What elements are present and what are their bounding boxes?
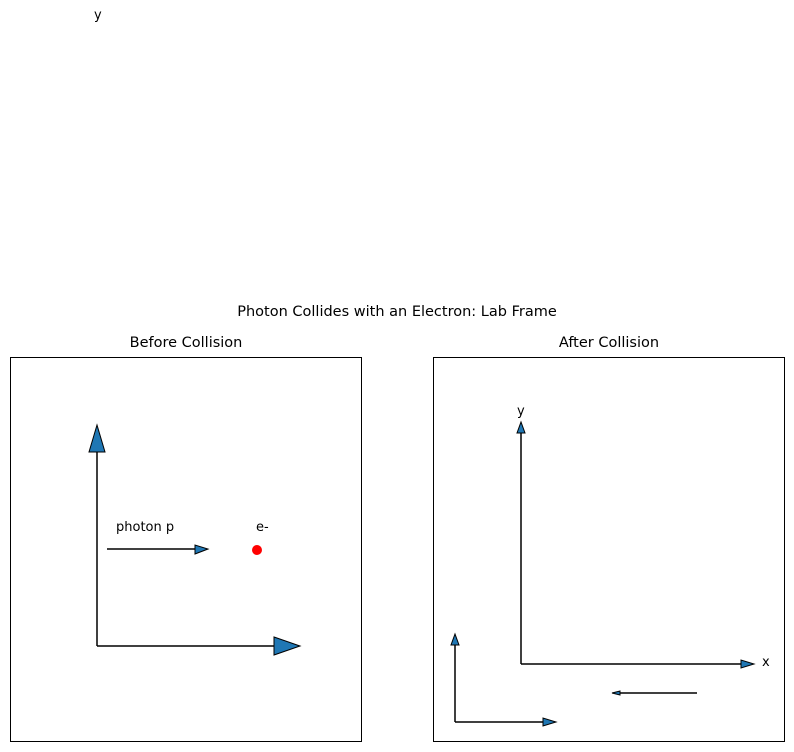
small-frame-x-arrow (455, 717, 558, 727)
after-x-axis-arrow (521, 659, 756, 669)
after-y-axis-arrow (516, 420, 526, 664)
after-y-label: y (517, 404, 525, 419)
scattered-photon-arrow (611, 690, 697, 696)
small-frame-y-arrow (450, 632, 460, 722)
electron-label: e- (256, 520, 269, 535)
before-panel-title: Before Collision (129, 335, 243, 351)
after-panel-title: After Collision (558, 335, 660, 351)
photon-arrow (107, 544, 210, 555)
before-panel-frame (10, 357, 362, 742)
after-x-label: x (762, 655, 770, 670)
before-y-axis-arrow (88, 423, 106, 646)
stray-y-label: y (94, 8, 102, 23)
after-panel: y x (433, 357, 785, 742)
after-panel-frame (433, 357, 785, 742)
photon-label: photon p (116, 520, 174, 535)
before-panel: photon p e- (10, 357, 362, 742)
electron-dot (252, 545, 262, 555)
before-x-axis-arrow (97, 636, 302, 656)
figure-suptitle: Photon Collides with an Electron: Lab Fr… (237, 304, 557, 320)
